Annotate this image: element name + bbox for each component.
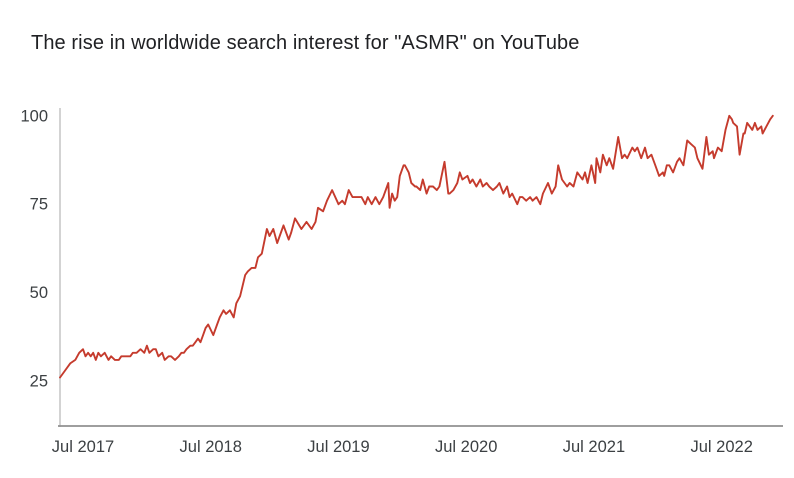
x-tick-label: Jul 2022 — [690, 438, 752, 456]
y-tick-label: 75 — [30, 196, 48, 214]
y-tick-label: 25 — [30, 373, 48, 391]
y-tick-label: 100 — [20, 107, 48, 125]
trend-line-path — [59, 114, 774, 379]
x-tick-label: Jul 2019 — [307, 438, 369, 456]
x-tick-label: Jul 2020 — [435, 438, 497, 456]
x-tick-label: Jul 2017 — [52, 438, 114, 456]
chart-title: The rise in worldwide search interest fo… — [31, 32, 580, 54]
x-tick-label: Jul 2021 — [563, 438, 625, 456]
x-tick-label: Jul 2018 — [180, 438, 242, 456]
y-tick-label: 50 — [30, 284, 48, 302]
